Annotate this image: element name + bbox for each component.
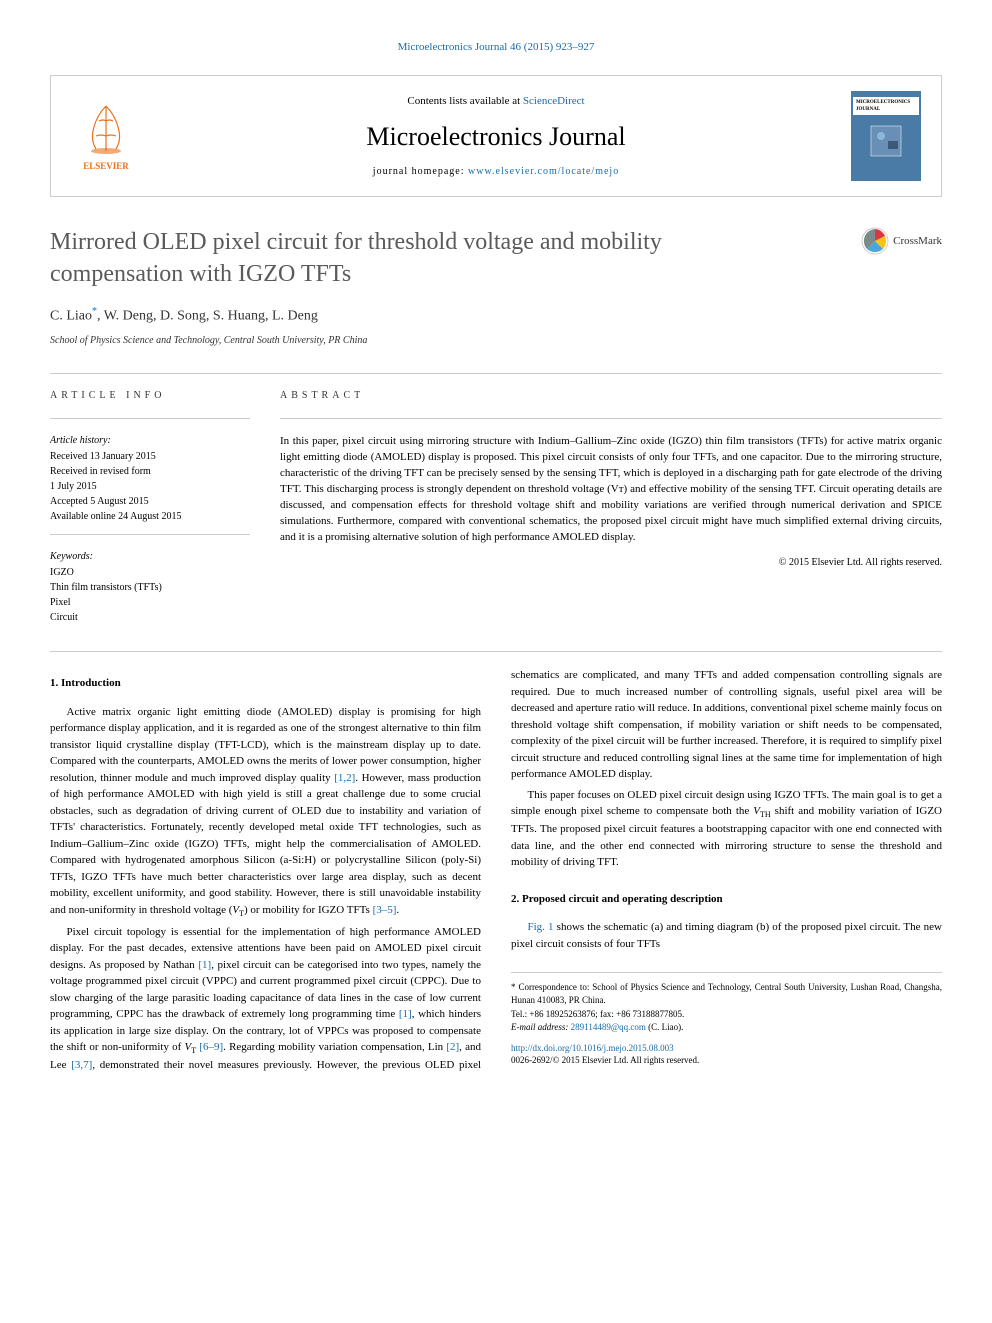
divider-bottom [50,651,942,652]
crossmark-label: CrossMark [893,234,942,249]
contents-line: Contents lists available at ScienceDirec… [141,94,851,109]
keywords-block: Keywords: IGZO Thin film transistors (TF… [50,550,250,625]
s2-paragraph-1: Fig. 1 shows the schematic (a) and timin… [511,919,942,952]
history-online: Available online 24 August 2015 [50,510,250,524]
abstract-text: In this paper, pixel circuit using mirro… [280,434,942,546]
sciencedirect-link[interactable]: ScienceDirect [523,95,585,107]
section-2-heading: 2. Proposed circuit and operating descri… [511,891,942,908]
header-box: ELSEVIER Contents lists available at Sci… [50,75,942,197]
email-suffix: (C. Liao). [646,1022,684,1032]
keyword-item: Circuit [50,611,250,625]
doi-link[interactable]: http://dx.doi.org/10.1016/j.mejo.2015.08… [511,1043,674,1053]
s1-paragraph-3: This paper focuses on OLED pixel circuit… [511,787,942,871]
info-divider2 [50,534,250,535]
history-label: Article history: [50,434,250,448]
affiliation: School of Physics Science and Technology… [50,334,942,348]
info-abstract-row: ARTICLE INFO Article history: Received 1… [50,389,942,626]
history-accepted: Accepted 5 August 2015 [50,495,250,509]
info-heading: ARTICLE INFO [50,389,250,403]
citation[interactable]: [3–5] [373,904,397,916]
elsevier-label: ELSEVIER [83,160,129,173]
cover-label: MICROELECTRONICS JOURNAL [853,97,919,115]
section-1-heading: 1. Introduction [50,675,481,692]
citation[interactable]: [6–9] [199,1041,223,1053]
fig-ref[interactable]: Fig. 1 [528,921,554,933]
cover-graphic-icon [866,121,906,161]
article-info: ARTICLE INFO Article history: Received 1… [50,389,250,626]
s1-paragraph-1: Active matrix organic light emitting dio… [50,704,481,920]
corr-tel: Tel.: +86 18925263876; fax: +86 73188877… [511,1008,942,1021]
keywords-label: Keywords: [50,550,250,564]
email-link[interactable]: 289114489@qq.com [571,1022,646,1032]
journal-cover-thumb: MICROELECTRONICS JOURNAL [851,91,921,181]
article-title: Mirrored OLED pixel circuit for threshol… [50,227,750,289]
history-received: Received 13 January 2015 [50,450,250,464]
citation[interactable]: [1] [399,1008,412,1020]
homepage-link[interactable]: www.elsevier.com/locate/mejo [468,166,619,177]
divider-top [50,373,942,374]
abstract-copyright: © 2015 Elsevier Ltd. All rights reserved… [280,556,942,570]
citation[interactable]: [1,2] [334,772,355,784]
body-content: 1. Introduction Active matrix organic li… [50,667,942,1074]
citation[interactable]: [1] [198,959,211,971]
abstract-divider [280,418,942,419]
crossmark-icon [861,227,889,255]
keyword-item: IGZO [50,566,250,580]
history-revised1: Received in revised form [50,465,250,479]
corr-note: * Correspondence to: School of Physics S… [511,981,942,1006]
abstract: ABSTRACT In this paper, pixel circuit us… [280,389,942,626]
keyword-item: Pixel [50,596,250,610]
authors: C. Liao*, W. Deng, D. Song, S. Huang, L.… [50,305,942,326]
author-first: C. Liao [50,308,92,323]
authors-rest: , W. Deng, D. Song, S. Huang, L. Deng [97,308,318,323]
doi-line: http://dx.doi.org/10.1016/j.mejo.2015.08… [511,1042,942,1055]
footer-section: * Correspondence to: School of Physics S… [511,972,942,1067]
keyword-item: Thin film transistors (TFTs) [50,581,250,595]
elsevier-tree-icon [81,101,131,156]
history-revised2: 1 July 2015 [50,480,250,494]
email-label: E-mail address: [511,1022,571,1032]
title-row: Mirrored OLED pixel circuit for threshol… [50,227,942,289]
homepage-prefix: journal homepage: [373,166,468,177]
homepage-line: journal homepage: www.elsevier.com/locat… [141,165,851,179]
crossmark-badge[interactable]: CrossMark [861,227,942,255]
elsevier-logo: ELSEVIER [71,96,141,176]
journal-name: Microelectronics Journal [141,119,851,155]
contents-prefix: Contents lists available at [407,95,522,107]
info-divider1 [50,418,250,419]
header-center: Contents lists available at ScienceDirec… [141,94,851,180]
journal-ref-top: Microelectronics Journal 46 (2015) 923–9… [50,40,942,55]
corr-email-line: E-mail address: 289114489@qq.com (C. Lia… [511,1021,942,1034]
citation[interactable]: [2] [446,1041,459,1053]
citation[interactable]: [3,7] [71,1059,92,1071]
issn-line: 0026-2692/© 2015 Elsevier Ltd. All right… [511,1054,942,1067]
abstract-heading: ABSTRACT [280,389,942,403]
